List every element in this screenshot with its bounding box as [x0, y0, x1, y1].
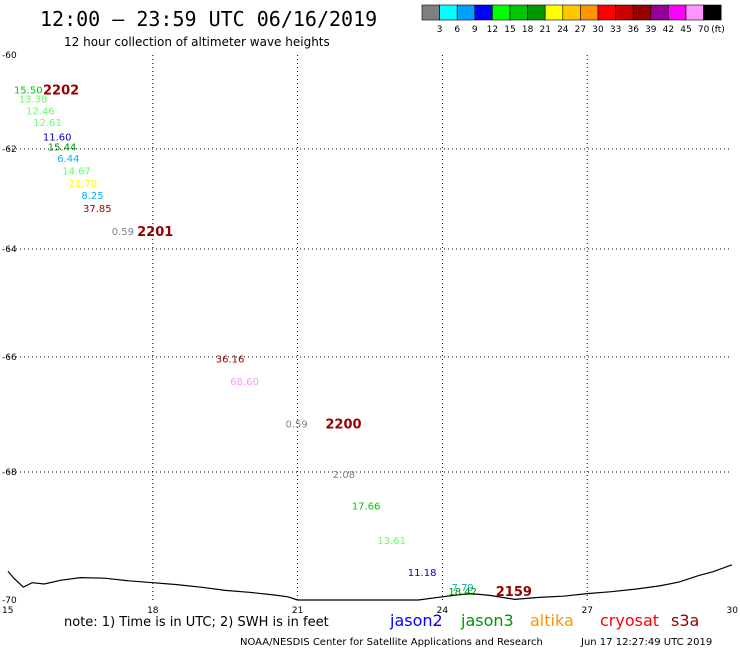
- legend-tick-label: 3: [437, 25, 443, 35]
- wave-height-value: 0.59: [112, 227, 134, 238]
- wave-height-value: 15.50: [14, 85, 43, 96]
- satellite-s3a-label: s3a: [671, 611, 699, 630]
- legend-swatch: [562, 4, 581, 21]
- coastline-path: [7, 564, 733, 601]
- legend-tick-label: 15: [504, 25, 515, 35]
- longitude-tick-label: 21: [292, 606, 303, 616]
- legend-swatch: [615, 4, 634, 21]
- wave-height-value: 14.67: [62, 167, 91, 178]
- latitude-tick-label: -68: [2, 468, 17, 478]
- legend-swatch: [421, 4, 440, 21]
- legend-swatch: [474, 4, 493, 21]
- legend-tick-label: 33: [610, 25, 621, 35]
- wave-height-observations: 15.5013.3812.4612.6111.6015.446.4414.672…: [14, 85, 477, 598]
- wave-height-value: 7.79: [452, 583, 474, 594]
- legend-tick-label: 27: [575, 25, 586, 35]
- legend-swatch: [580, 4, 599, 21]
- latitude-tick-label: -66: [2, 353, 17, 363]
- legend-unit-label: (ft): [711, 25, 725, 35]
- legend-tick-label: 42: [663, 25, 674, 35]
- legend-tick-label: 18: [522, 25, 534, 35]
- legend-tick-label: 70: [698, 25, 710, 35]
- pass-time-label: 2200: [325, 418, 361, 433]
- legend-swatch: [492, 4, 511, 21]
- legend-swatch: [509, 4, 528, 21]
- wave-height-value: 17.66: [352, 501, 381, 512]
- wave-height-value: 12.61: [33, 118, 62, 129]
- latitude-tick-label: -62: [2, 145, 17, 155]
- longitude-tick-label: 18: [147, 606, 159, 616]
- wave-height-value: 18.42: [448, 587, 477, 598]
- wave-height-value: 21.70: [68, 179, 97, 190]
- page-subtitle: 12 hour collection of altimeter wave hei…: [64, 35, 330, 49]
- legend-swatch: [527, 4, 546, 21]
- satellite-legend: jason2 jason3 altika cryosat s3a: [389, 611, 699, 630]
- antarctic-coastline: [7, 564, 733, 601]
- longitude-tick-label: 27: [581, 606, 592, 616]
- page-title: 12:00 – 23:59 UTC 06/16/2019: [40, 7, 377, 31]
- longitude-tick-label: 24: [437, 606, 449, 616]
- wave-height-value: 2.08: [333, 470, 355, 481]
- legend-tick-label: 6: [454, 25, 460, 35]
- wave-height-value: 8.25: [81, 191, 103, 202]
- wave-height-value: 68.60: [230, 377, 259, 388]
- legend-swatch: [632, 4, 652, 21]
- legend-swatch: [544, 4, 564, 21]
- legend-swatch: [703, 4, 722, 21]
- legend-swatch: [685, 4, 704, 21]
- color-scale-legend: 3 6 9 12 15 18 21 24 27 30 33 36 39 42 45 70 (ft): [421, 4, 725, 35]
- wave-height-value: 11.60: [43, 132, 72, 143]
- satellite-altika-label: altika: [530, 611, 574, 630]
- longitude-tick-label: 30: [727, 606, 739, 616]
- wave-height-value: 12.46: [26, 106, 55, 117]
- wave-height-value: 36.16: [216, 355, 245, 366]
- legend-tick-label: 36: [627, 25, 639, 35]
- legend-tick-label: 39: [645, 25, 657, 35]
- wave-height-value: 0.59: [286, 420, 308, 431]
- satellite-jason2-label: jason2: [389, 611, 443, 630]
- latitude-tick-label: -70: [2, 596, 17, 606]
- pass-time-label: 2201: [137, 225, 173, 240]
- wave-height-value: 13.38: [19, 95, 48, 106]
- latitude-tick-label: -64: [2, 245, 17, 255]
- satellite-cryosat-label: cryosat: [600, 611, 659, 630]
- wave-height-value: 37.85: [83, 204, 112, 215]
- pass-time-labels: 2202 2201 2200 2159: [43, 83, 532, 600]
- satellite-jason3-label: jason3: [460, 611, 514, 630]
- legend-tick-label: 21: [539, 25, 550, 35]
- wave-height-value: 6.44: [57, 154, 79, 165]
- legend-swatch: [597, 4, 616, 21]
- latitude-tick-label: -60: [2, 51, 17, 61]
- legend-tick-label: 9: [472, 25, 478, 35]
- generated-timestamp: Jun 17 12:27:49 UTC 2019: [580, 637, 712, 648]
- legend-tick-label: 12: [487, 25, 498, 35]
- legend-swatch: [668, 4, 687, 21]
- wave-height-value: 13.61: [377, 536, 406, 547]
- legend-swatch: [456, 4, 476, 21]
- longitude-tick-label: 15: [2, 606, 13, 616]
- legend-swatch: [439, 4, 458, 21]
- legend-tick-label: 45: [680, 25, 691, 35]
- wave-height-value: 15.44: [48, 143, 77, 154]
- legend-tick-label: 24: [557, 25, 569, 35]
- legend-tick-label: 30: [592, 25, 604, 35]
- pass-time-label: 2202: [43, 83, 79, 98]
- pass-time-label: 2159: [496, 585, 532, 600]
- lat-lon-grid: 15 18 21 24 27 30 -60 -62 -64 -66 -68 -70: [2, 51, 738, 616]
- credit-line: NOAA/NESDIS Center for Satellite Applica…: [240, 637, 543, 648]
- legend-swatch: [650, 4, 669, 21]
- footnote: note: 1) Time is in UTC; 2) SWH is in fe…: [64, 615, 329, 630]
- wave-height-value: 11.18: [408, 568, 437, 579]
